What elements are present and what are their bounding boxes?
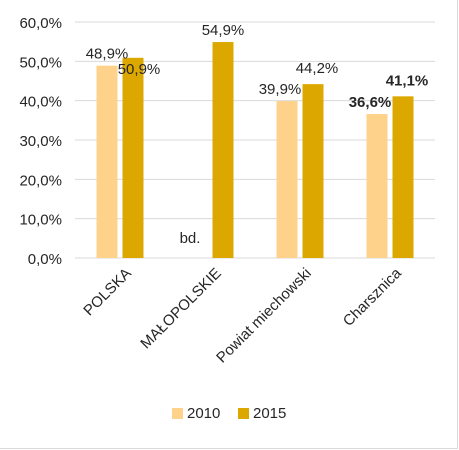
bar-2015-2 <box>302 84 324 258</box>
data-label: 50,9% <box>118 61 161 78</box>
x-tick-label: Charsznica <box>340 264 406 330</box>
y-axis: 0,0% 10,0% 20,0% 30,0% 40,0% 50,0% 60,0% <box>19 15 62 268</box>
bar-2010-0 <box>96 65 118 258</box>
data-label: 36,6% <box>349 94 392 111</box>
x-tick-label: POLSKA <box>80 265 134 319</box>
y-tick-label: 60,0% <box>19 15 62 32</box>
x-tick-label: MAŁOPOLSKIE <box>137 265 224 352</box>
legend-label: 2010 <box>187 405 220 422</box>
y-tick-label: 0,0% <box>28 251 62 268</box>
bars <box>96 42 414 259</box>
data-label: 39,9% <box>259 81 302 98</box>
legend-label: 2015 <box>253 405 286 422</box>
data-label: 41,1% <box>386 72 429 89</box>
data-label: 48,9% <box>86 46 129 63</box>
data-label: 54,9% <box>202 22 245 39</box>
legend-swatch-2015 <box>238 408 249 419</box>
legend: 2010 2015 <box>172 405 286 422</box>
bar-2015-1 <box>212 42 234 259</box>
bar-2010-3 <box>366 114 388 258</box>
y-tick-label: 20,0% <box>19 172 62 189</box>
legend-swatch-2010 <box>172 408 183 419</box>
x-tick-label: Powiat miechowski <box>213 265 315 367</box>
data-label: 44,2% <box>296 60 339 77</box>
bar-2015-0 <box>122 57 144 258</box>
data-label: bd. <box>180 230 201 247</box>
bar-2010-2 <box>276 101 298 258</box>
data-labels: 48,9%50,9% bd. 54,9% 39,9% 44,2% 36,6% 41,1% <box>86 22 429 247</box>
y-tick-label: 30,0% <box>19 133 62 150</box>
y-tick-label: 10,0% <box>19 212 62 229</box>
bar-2015-3 <box>392 96 414 258</box>
y-tick-label: 50,0% <box>19 54 62 71</box>
y-tick-label: 40,0% <box>19 94 62 111</box>
